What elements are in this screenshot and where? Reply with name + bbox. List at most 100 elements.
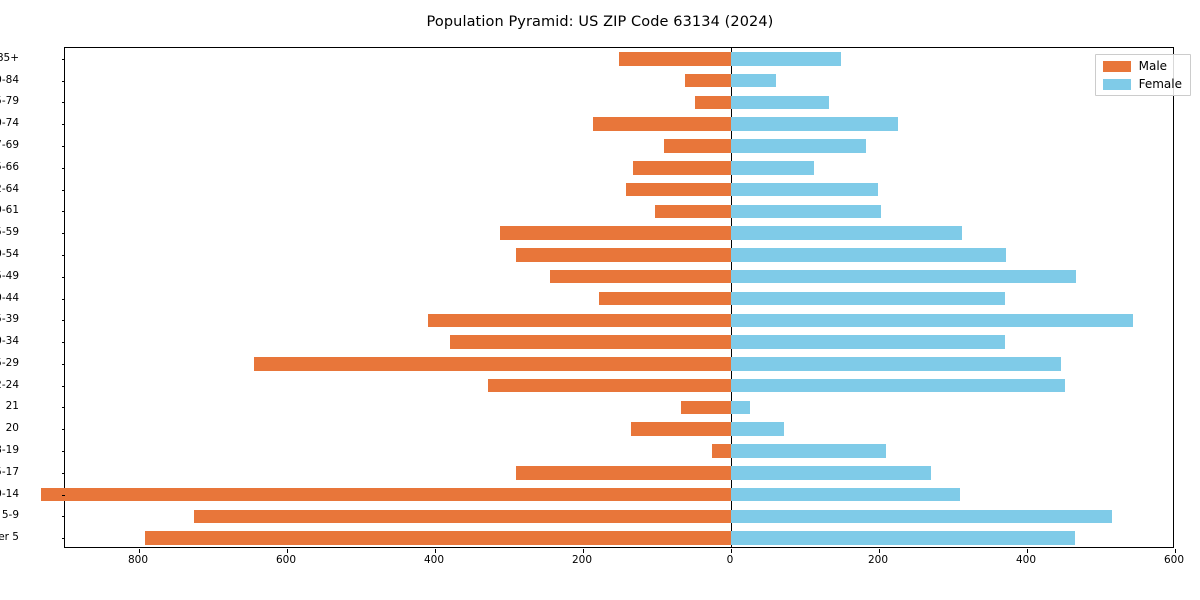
bar-female [731,95,829,110]
bar-row [65,73,1173,88]
bar-male [193,509,731,524]
y-tick-label: 21 [5,400,19,413]
bar-female [731,117,898,131]
y-tick-mark [61,254,65,256]
y-tick-label: 45-49 [0,269,19,282]
x-tick-label: 0 [726,554,734,566]
bar-female [731,509,1113,524]
bar-female [731,226,962,240]
y-tick-mark [61,538,65,540]
bar-female [731,313,1133,328]
bar-female [731,422,785,436]
y-tick-mark [61,146,65,148]
bar-male [41,487,731,502]
x-tick-label: 600 [275,554,297,566]
y-tick-mark [61,429,65,431]
y-tick-mark [61,342,65,344]
x-tick-mark [731,549,732,553]
x-tick-label: 200 [867,554,889,566]
y-tick-label: 40-44 [0,291,19,304]
y-tick-mark [61,167,65,169]
bar-male [711,444,731,458]
bar-male [625,182,731,197]
x-tick-mark [879,549,880,553]
bar-male [449,335,731,349]
x-tick-label: 800 [127,554,149,566]
bar-row [65,161,1173,175]
y-tick-mark [61,450,65,452]
bar-female [731,378,1066,393]
bar-row [65,139,1173,153]
bar-male [695,95,731,110]
bar-female [731,182,879,197]
bar-row [65,291,1173,306]
bar-male [664,139,731,153]
bar-female [731,139,867,153]
bar-female [731,248,1006,262]
bar-female [731,487,961,502]
bar-male [254,357,731,371]
y-tick-mark [61,320,65,322]
bar-row [65,400,1173,415]
bar-row [65,204,1173,219]
y-tick-mark [61,407,65,409]
bar-female [731,335,1005,349]
bar-male [681,400,731,415]
bar-female [731,466,931,480]
y-tick-label: 15-17 [0,465,19,478]
bar-male [593,117,731,131]
bar-row [65,248,1173,262]
x-tick-label: 400 [423,554,445,566]
y-tick-label: 5-9 [1,509,19,522]
y-tick-label: 50-54 [0,247,19,260]
y-tick-label: 22-24 [0,378,19,391]
x-tick-mark [287,549,288,553]
bar-row [65,313,1173,328]
y-tick-mark [61,211,65,213]
bar-row [65,422,1173,436]
bar-male [654,204,731,219]
y-tick-label: Under 5 [0,531,19,544]
bar-row [65,444,1173,458]
bar-row [41,487,1173,502]
y-tick-label: 67-69 [0,139,19,152]
y-tick-mark [61,102,65,104]
y-tick-mark [61,276,65,278]
bar-female [731,357,1062,371]
y-tick-label: 18-19 [0,443,19,456]
x-tick-label: 400 [1015,554,1037,566]
x-tick-mark [583,549,584,553]
y-tick-mark [61,189,65,191]
bar-row [65,509,1173,524]
y-tick-label: 80-84 [0,73,19,86]
y-tick-label: 20 [5,422,19,435]
bar-female [731,52,841,66]
bar-row [65,335,1173,349]
bar-female [731,161,814,175]
bar-row [65,52,1173,66]
bar-male [500,226,731,240]
x-tick-label: 600 [1163,554,1185,566]
bar-male [631,422,731,436]
y-tick-label: 85+ [0,51,19,64]
bar-female [731,400,750,415]
y-tick-label: 62-64 [0,182,19,195]
y-tick-mark [61,494,65,496]
bar-row [65,117,1173,131]
y-tick-mark [61,472,65,474]
bar-male [516,466,731,480]
y-tick-mark [61,124,65,126]
bar-row [65,357,1173,371]
bar-row [65,378,1173,393]
y-tick-label: 75-79 [0,95,19,108]
y-tick-mark [61,58,65,60]
bar-female [731,73,777,88]
bar-row [65,95,1173,110]
y-tick-mark [61,363,65,365]
legend-label: Female [1138,77,1182,91]
plot-area [41,47,1176,553]
x-tick-mark [1175,549,1176,553]
bar-female [731,204,882,219]
chart-legend: Male Female [1094,54,1191,96]
